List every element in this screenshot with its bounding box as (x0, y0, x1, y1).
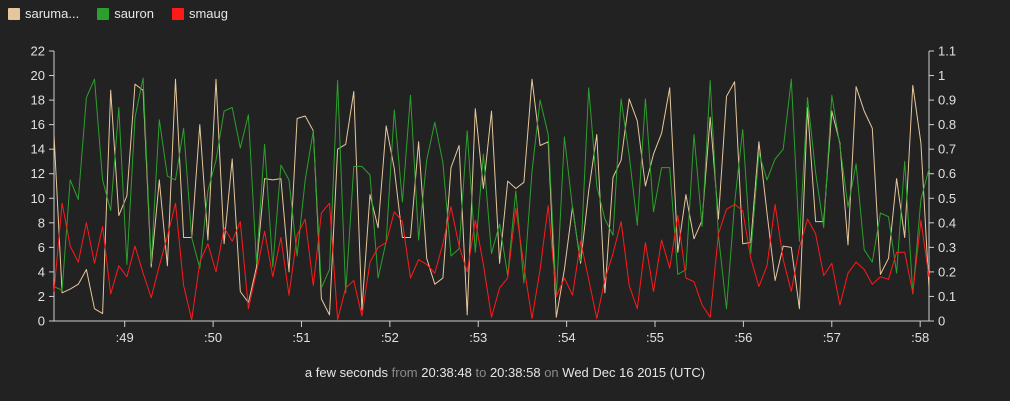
x-tick-label: :54 (558, 330, 576, 345)
legend-label-smaug: smaug (188, 6, 228, 21)
y-left-tick-label: 18 (31, 93, 45, 108)
x-tick-label: :55 (646, 330, 664, 345)
x-tick-label: :57 (823, 330, 841, 345)
y-left-tick-label: 8 (38, 215, 45, 230)
duration-text: a few seconds (304, 365, 388, 380)
y-left-tick-label: 14 (31, 142, 45, 157)
time-range-caption: a few seconds from 20:38:48 to 20:38:58 … (0, 365, 1010, 380)
date-text: Wed Dec 16 2015 (UTC) (562, 365, 706, 380)
y-left-tick-label: 2 (38, 289, 45, 304)
y-right-tick-label: 0.7 (938, 142, 956, 157)
series-line-saruman (53, 78, 930, 318)
x-tick-label: :49 (116, 330, 134, 345)
legend: saruma... sauron smaug (8, 6, 228, 21)
y-right-tick-label: 0.3 (938, 240, 956, 255)
on-word: on (544, 365, 559, 380)
y-right-tick-label: 0.4 (938, 215, 956, 230)
y-right-tick-label: 0 (938, 314, 945, 329)
series-line-smaug (53, 202, 930, 321)
y-left-tick-label: 22 (31, 44, 45, 59)
x-tick-label: :58 (911, 330, 929, 345)
to-word: to (475, 365, 487, 380)
end-time: 20:38:58 (489, 365, 541, 380)
y-right-tick-label: 0.9 (938, 93, 956, 108)
y-left-tick-label: 20 (31, 68, 45, 83)
y-left-tick-label: 0 (38, 314, 45, 329)
y-left-tick-label: 4 (38, 264, 45, 279)
legend-swatch-saruman (8, 7, 20, 20)
legend-item-smaug[interactable]: smaug (171, 6, 228, 21)
legend-swatch-sauron (97, 7, 110, 20)
series-line-sauron (53, 77, 930, 310)
y-left-tick-label: 10 (31, 191, 45, 206)
y-right-tick-label: 0.1 (938, 289, 956, 304)
x-tick-label: :53 (469, 330, 487, 345)
y-right-tick-label: 0.2 (938, 264, 956, 279)
y-left-tick-label: 12 (31, 166, 45, 181)
from-word: from (391, 365, 418, 380)
y-right-tick-label: 0.5 (938, 191, 956, 206)
legend-item-saruman[interactable]: saruma... (8, 6, 79, 21)
x-tick-label: :56 (734, 330, 752, 345)
legend-label-sauron: sauron (114, 6, 154, 21)
y-right-tick-label: 1.1 (938, 44, 956, 59)
x-tick-label: :52 (381, 330, 399, 345)
start-time: 20:38:48 (421, 365, 472, 380)
y-right-tick-label: 0.8 (938, 117, 956, 132)
legend-swatch-smaug (171, 7, 184, 20)
y-right-tick-label: 0.6 (938, 166, 956, 181)
y-left-tick-label: 16 (31, 117, 45, 132)
x-tick-label: :51 (292, 330, 310, 345)
legend-item-sauron[interactable]: sauron (97, 6, 154, 21)
legend-label-saruman: saruma... (25, 6, 80, 21)
y-right-tick-label: 1 (938, 68, 945, 83)
x-tick-label: :50 (204, 330, 222, 345)
line-chart: 0 2 4 6 8 10 12 14 16 18 20 22 0 0.1 0.2 0.3 0.4 0.5 0.6 0.… (31, 44, 957, 346)
y-left-tick-label: 6 (38, 240, 45, 255)
